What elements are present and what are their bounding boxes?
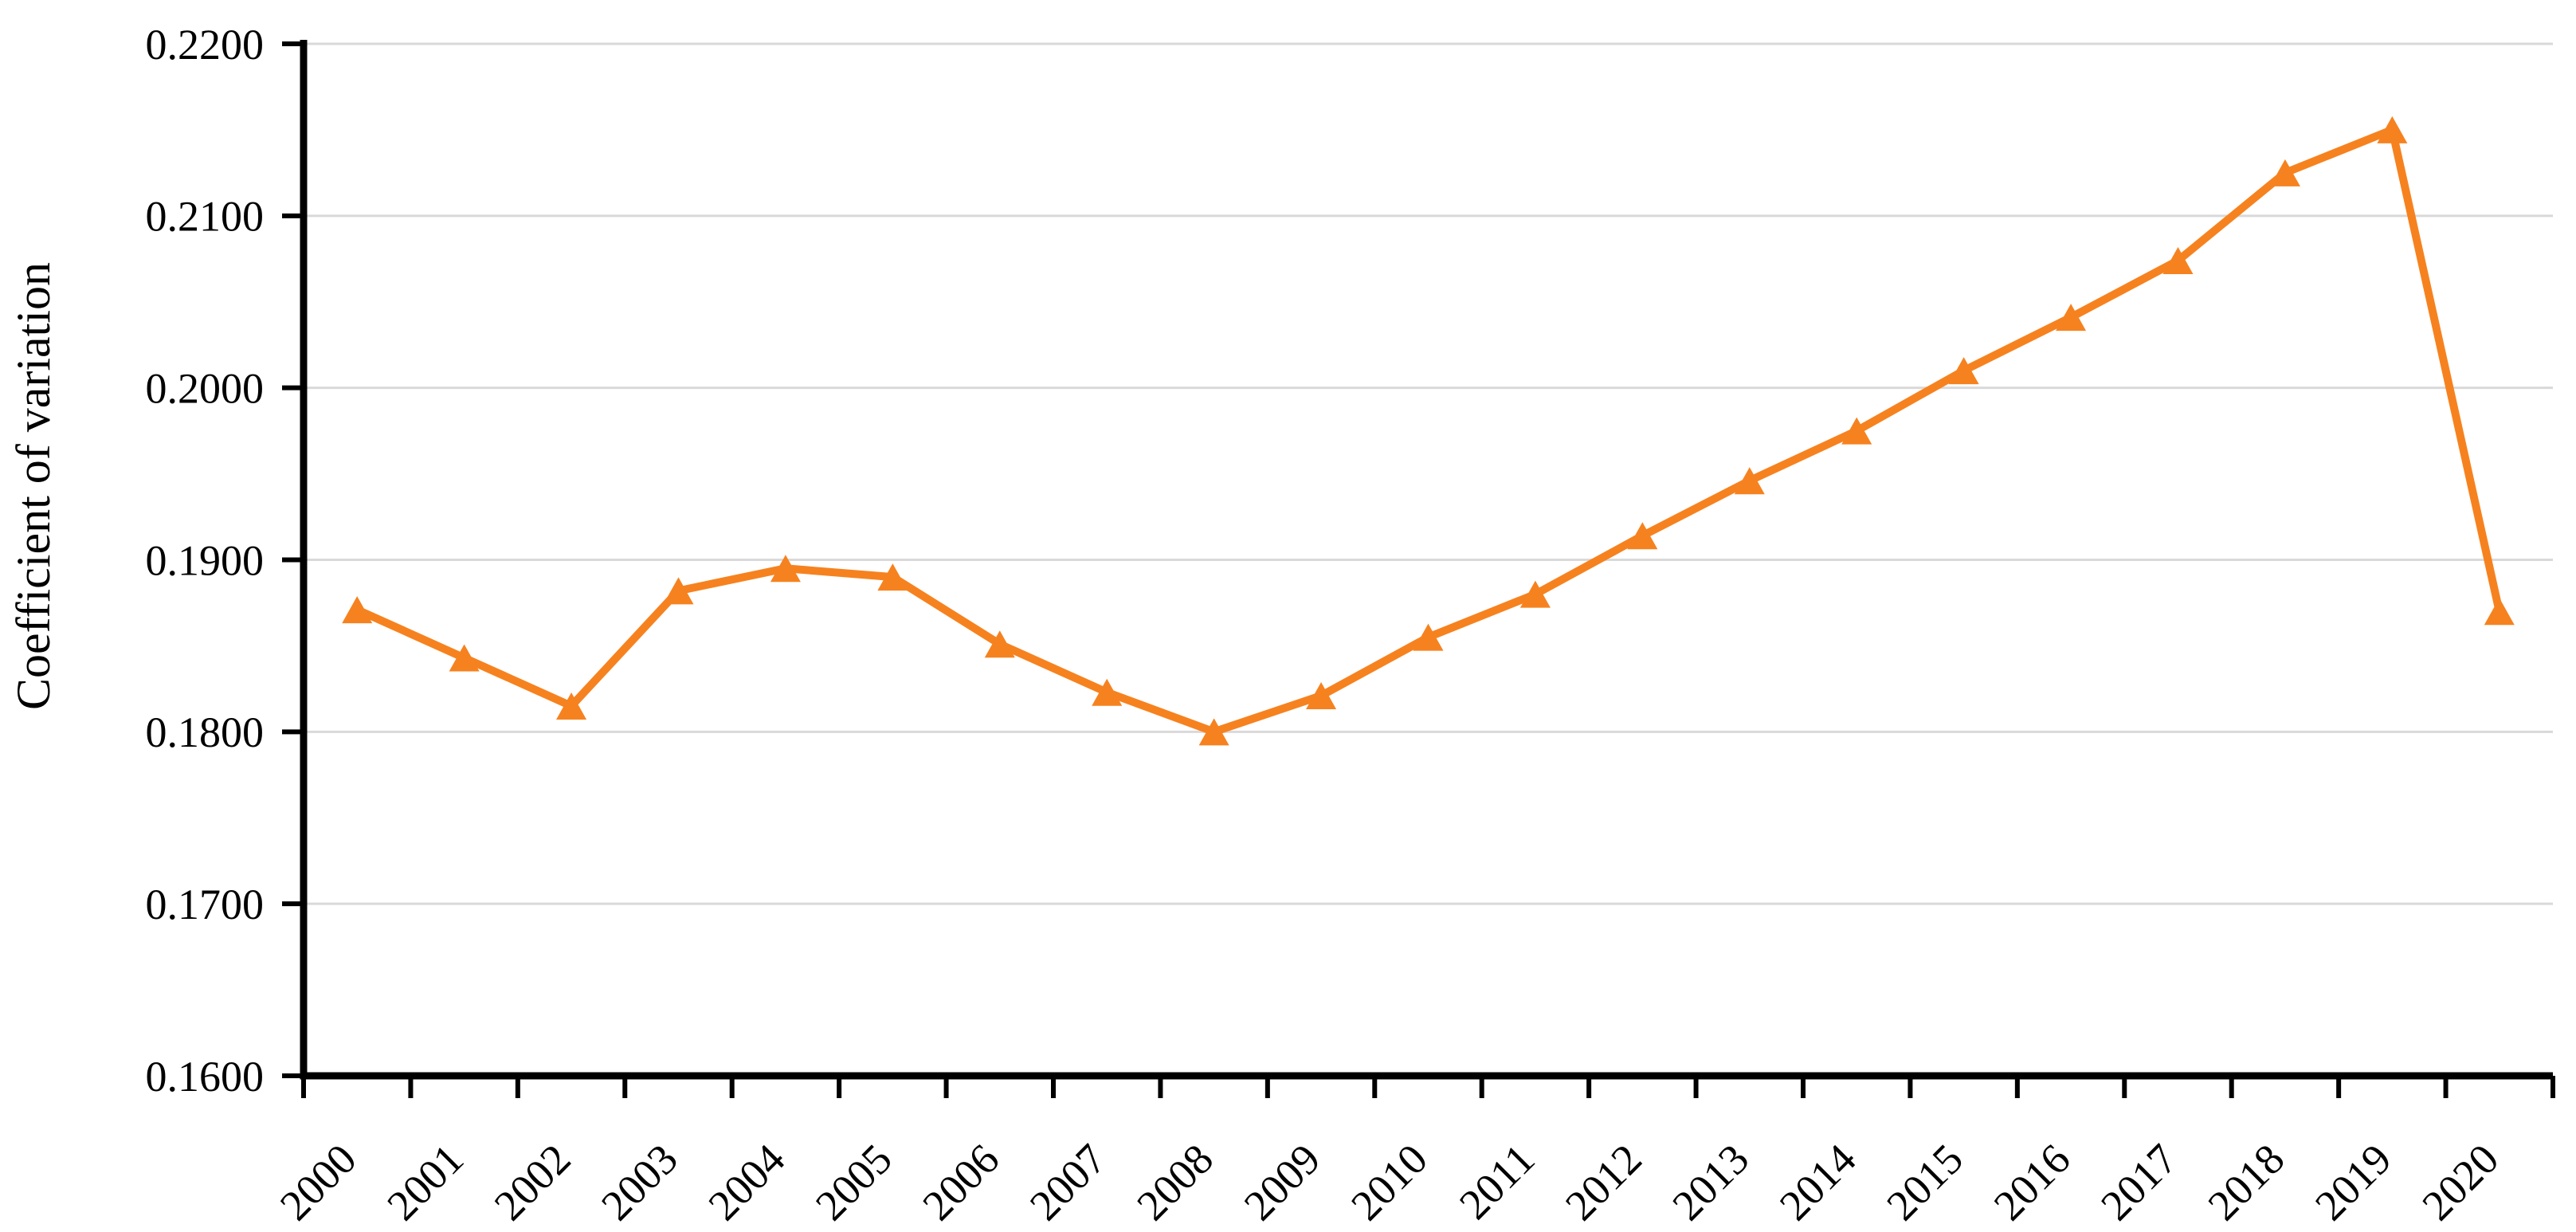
x-tick-label: 2015: [1877, 1135, 1972, 1230]
x-tick-label: 2000: [271, 1135, 366, 1230]
data-point-marker: [2056, 304, 2087, 332]
data-point-marker: [984, 630, 1015, 658]
data-point-marker: [1734, 467, 1765, 495]
data-point-marker: [2377, 116, 2408, 143]
x-tick-label: 2014: [1770, 1135, 1865, 1230]
data-point-marker: [449, 644, 480, 672]
y-tick-label: 0.1800: [146, 708, 265, 756]
data-point-marker: [2484, 598, 2515, 626]
x-tick-label: 2002: [485, 1135, 580, 1230]
x-tick-label: 2001: [378, 1135, 472, 1230]
x-tick-label: 2010: [1342, 1135, 1437, 1230]
x-tick-label: 2020: [2413, 1135, 2507, 1230]
x-tick-label: 2003: [592, 1135, 687, 1230]
tick-labels-group: 0.1600 0.1700 0.1800 0.1900 0.2000 0.2100 0.22…: [146, 21, 2508, 1230]
data-point-marker: [1627, 522, 1658, 550]
x-tick-label: 2011: [1450, 1135, 1543, 1228]
data-point-marker: [2269, 159, 2300, 186]
data-point-marker: [1198, 718, 1229, 746]
x-tick-label: 2006: [913, 1135, 1008, 1230]
gridlines-group: [304, 42, 2553, 905]
data-point-marker: [342, 596, 373, 624]
y-tick-label: 0.1600: [146, 1053, 265, 1101]
data-point-marker: [663, 577, 694, 605]
data-point-marker: [2162, 246, 2194, 274]
data-point-marker: [877, 563, 908, 591]
x-tick-label: 2018: [2199, 1135, 2294, 1230]
ticks-group: [282, 41, 2555, 1098]
y-tick-label: 0.2100: [146, 193, 265, 241]
x-tick-label: 2012: [1556, 1135, 1651, 1230]
axes-group: [300, 40, 2553, 1080]
data-point-marker: [1413, 623, 1444, 651]
x-tick-label: 2019: [2306, 1135, 2401, 1230]
data-series-group: [342, 116, 2515, 746]
y-tick-label: 0.1700: [146, 881, 265, 928]
data-point-marker: [1092, 678, 1123, 706]
x-tick-label: 2009: [1235, 1135, 1330, 1230]
x-tick-label: 2004: [700, 1135, 794, 1230]
data-point-marker: [1519, 580, 1551, 608]
y-tick-label: 0.1900: [146, 536, 265, 584]
x-tick-label: 2016: [1985, 1135, 2080, 1230]
y-tick-label: 0.2200: [146, 21, 265, 69]
x-tick-label: 2005: [806, 1135, 901, 1230]
x-tick-label: 2013: [1663, 1135, 1758, 1230]
data-point-marker: [556, 692, 587, 720]
data-point-marker: [1841, 417, 1872, 445]
data-point-marker: [1948, 357, 1979, 385]
x-tick-label: 2017: [2092, 1135, 2186, 1230]
y-axis-title: Coefficient of variation: [7, 262, 60, 710]
data-point-marker: [770, 555, 801, 583]
data-point-marker: [1306, 682, 1337, 710]
x-tick-label: 2007: [1021, 1135, 1115, 1230]
y-tick-label: 0.2000: [146, 365, 265, 413]
x-tick-label: 2008: [1127, 1135, 1222, 1230]
